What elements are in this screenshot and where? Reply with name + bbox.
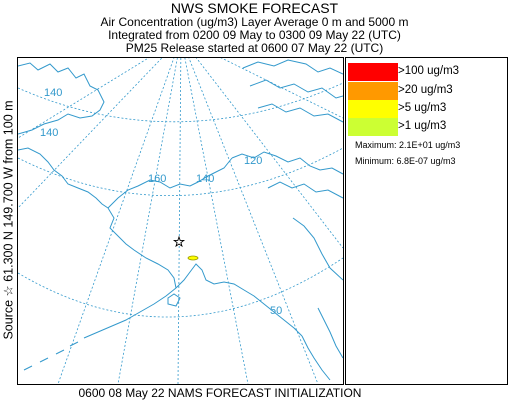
legend-swatch xyxy=(348,63,398,81)
subtitle-line-3: PM25 Release started at 0600 07 May 22 (… xyxy=(125,41,384,55)
lon-label-120: 120 xyxy=(244,155,262,167)
coastline-south-central xyxy=(175,263,303,337)
legend-label: >1 ug/m3 xyxy=(398,120,447,132)
coastline-alaska-west xyxy=(107,207,177,289)
forecast-init-label: 0600 08 May 22 NAMS FORECAST INITIALIZAT… xyxy=(78,386,362,400)
subtitle-line-2: Integrated from 0200 09 May to 0300 09 M… xyxy=(108,28,401,42)
meridian xyxy=(220,58,343,119)
map-canvas: 140 140 160 140 120 50 xyxy=(18,58,343,384)
lon-label-140: 140 xyxy=(40,127,58,139)
coastline-arctic-islands xyxy=(257,103,343,123)
meridian xyxy=(18,58,163,209)
legend-label: >100 ug/m3 xyxy=(398,65,460,77)
source-star-icon xyxy=(172,235,186,248)
meridian xyxy=(195,58,343,249)
legend-entry: >20 ug/m3 xyxy=(348,82,498,100)
coastline-alaska-peninsula xyxy=(83,287,177,339)
legend-swatch xyxy=(348,118,398,136)
source-location-text: Source ☆ 61.300 N 149.700 W from 100 m xyxy=(1,100,16,340)
coastline-arctic-mainland xyxy=(231,151,343,175)
meridian xyxy=(57,58,175,384)
coastline-aleutians xyxy=(23,341,79,371)
parallel xyxy=(18,257,343,318)
subtitle-line-1: Air Concentration (ug/m3) Layer Average … xyxy=(100,15,409,29)
coastline-panhandle xyxy=(301,335,331,381)
legend-swatch xyxy=(348,100,398,118)
meridian xyxy=(184,58,249,384)
meridian xyxy=(177,58,182,384)
legend-panel: >100 ug/m3 >20 ug/m3 >5 ug/m3 >1 ug/m3 M… xyxy=(345,57,508,385)
lon-label-140: 140 xyxy=(196,173,214,185)
legend-entry: >1 ug/m3 xyxy=(348,118,498,136)
page-title: NWS SMOKE FORECAST xyxy=(170,0,339,16)
coastline-hudson xyxy=(292,217,343,281)
coastline-arctic-islands xyxy=(249,79,343,99)
legend-label: >5 ug/m3 xyxy=(398,102,447,114)
parallel xyxy=(18,82,343,123)
grid-labels: 140 140 160 140 120 50 xyxy=(40,87,282,317)
meridian xyxy=(117,58,178,384)
parallel xyxy=(18,147,343,197)
source-location-label: Source ☆ 61.300 N 149.700 W from 100 m xyxy=(1,55,16,385)
maximum-value: Maximum: 2.1E+01 ug/m3 xyxy=(355,140,461,150)
coastline-arctic-islands xyxy=(267,181,343,199)
smoke-plume xyxy=(187,255,199,261)
coastline-chukotka xyxy=(18,147,109,209)
coastline-siberia xyxy=(18,62,105,135)
legend-entry: >5 ug/m3 xyxy=(348,100,498,118)
minimum-value: Minimum: 6.8E-07 ug/m3 xyxy=(355,156,456,166)
coastlines xyxy=(18,59,343,381)
smoke-map: 140 140 160 140 120 50 xyxy=(17,57,344,385)
meridian xyxy=(18,58,150,139)
coastline-alaska-north xyxy=(107,157,233,209)
coastline-arctic-islands xyxy=(242,59,343,75)
graticule xyxy=(18,58,343,384)
coastline-kodiak xyxy=(167,293,181,307)
legend-label: >20 ug/m3 xyxy=(398,84,453,96)
legend-entry: >100 ug/m3 xyxy=(348,63,498,81)
lon-label-140: 140 xyxy=(44,87,62,99)
coastline-bc xyxy=(317,307,343,359)
lat-label-50: 50 xyxy=(270,305,282,317)
legend-swatch xyxy=(348,82,398,100)
lon-label-160: 160 xyxy=(148,173,166,185)
